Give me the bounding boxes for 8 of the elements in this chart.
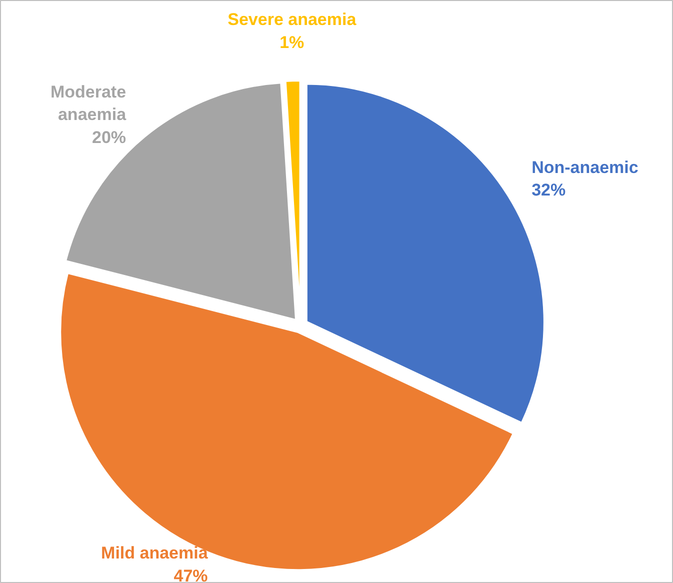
- data-label: 1%: [280, 32, 304, 52]
- data-label: 20%: [92, 128, 126, 147]
- slice-label: Mild anaemia: [101, 544, 208, 562]
- data-label: 47%: [174, 566, 208, 583]
- data-label: 32%: [532, 180, 566, 200]
- slice-label: Non-anaemic: [532, 158, 638, 177]
- slice-label: Severe anaemia: [228, 10, 357, 30]
- slice-label: Moderate anaemia: [50, 82, 127, 124]
